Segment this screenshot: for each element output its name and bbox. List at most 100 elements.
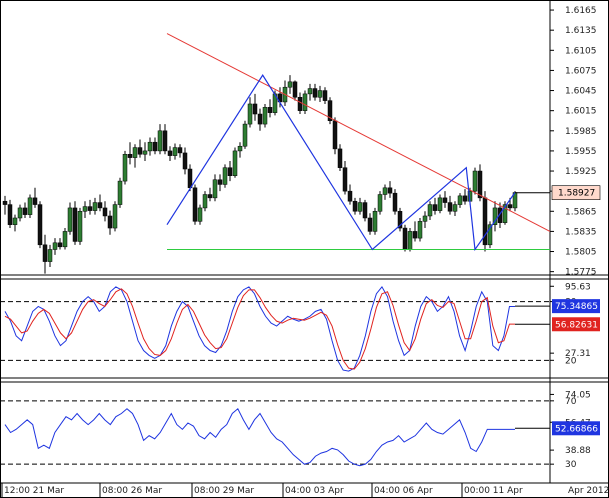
candle-body [47, 249, 53, 262]
candle-body [322, 90, 328, 101]
price-tick-label: 1.6135 [565, 26, 597, 36]
price-tick-label: 1.5925 [565, 167, 597, 177]
candle-body [327, 100, 333, 121]
time-label: 04:00 03 Apr [285, 486, 344, 496]
price-tick-label: 1.5805 [565, 248, 597, 258]
candle-body [307, 88, 313, 95]
candle-body [392, 192, 398, 212]
candle-body [142, 150, 148, 155]
stoch-tick-label: 95.63 [565, 282, 591, 292]
candle-body [297, 97, 303, 111]
candle-body [182, 152, 188, 170]
candle-body [422, 215, 428, 222]
candle-body [242, 123, 248, 147]
candle-body [397, 211, 403, 229]
rsi-tick-label: 74.05 [565, 390, 591, 400]
candle-body [72, 207, 78, 242]
candle-body [412, 231, 418, 239]
rsi-line [4, 407, 515, 467]
stoch-main-value: 75.34865 [555, 302, 598, 312]
candle-body [7, 204, 13, 225]
candle-body [187, 168, 193, 189]
candle-body [132, 147, 138, 158]
candle-body [352, 200, 358, 212]
candle-body [312, 88, 318, 98]
time-label: 12:00 21 Mar [4, 486, 64, 496]
rsi-tick-label: 30 [565, 460, 577, 470]
price-tick-label: 1.5985 [565, 127, 597, 137]
stoch-signal-line [4, 288, 515, 370]
current-price-label: 1.58927 [558, 189, 595, 199]
candle-body [337, 148, 343, 168]
resistance-trendline [166, 33, 551, 232]
candle-body [207, 194, 213, 199]
candle-body [332, 120, 338, 150]
candle-body [487, 224, 493, 246]
price-tick-label: 1.5865 [565, 207, 597, 217]
time-label: 04:00 06 Apr [374, 486, 433, 496]
price-pattern-line [166, 74, 516, 252]
price-tick-label: 1.6045 [565, 87, 597, 97]
candle-body [492, 207, 498, 225]
candle-body [217, 179, 223, 185]
price-tick-label: 1.5775 [565, 268, 597, 278]
candle-body [112, 204, 118, 229]
rsi-value-tag [552, 421, 600, 436]
time-label-month: Apr 2012 [568, 486, 609, 496]
candle-body [377, 194, 383, 212]
time-label: 00:00 11 Apr [464, 486, 523, 496]
price-tick-label: 1.6105 [565, 46, 597, 56]
candle-body [197, 207, 203, 222]
candle-body [462, 195, 468, 202]
candle-body [357, 202, 363, 212]
candle-body [127, 154, 133, 158]
candle-body [147, 141, 153, 152]
candle-body [167, 150, 173, 156]
stoch-main-line [4, 286, 515, 372]
candle-body [77, 211, 83, 242]
candle-body [92, 202, 98, 211]
candle-body [442, 197, 448, 203]
candle-body [107, 215, 113, 229]
candle-body [317, 90, 323, 98]
candle-body [2, 200, 8, 205]
candle-body [172, 147, 178, 156]
candle-body [347, 190, 353, 202]
candle-body [407, 231, 413, 250]
price-tick-label: 1.5835 [565, 227, 597, 237]
current-price-tag [551, 185, 601, 201]
candle-body [507, 204, 513, 209]
candle-body [472, 170, 478, 192]
candle-body [22, 207, 28, 215]
candle-body [32, 197, 38, 205]
candle-body [237, 145, 243, 152]
candle-body [402, 227, 408, 250]
candle-body [212, 179, 218, 199]
candle-body [387, 187, 393, 194]
candle-body [247, 103, 253, 125]
candle-body [287, 81, 293, 88]
candle-body [17, 207, 23, 219]
stoch-signal-tag [552, 317, 600, 332]
candle-body [177, 147, 183, 154]
candle-body [67, 207, 73, 232]
candle-body [432, 204, 438, 211]
candle-body [452, 204, 458, 212]
candle-body [502, 204, 508, 223]
candle-body [457, 195, 463, 205]
candle-body [417, 221, 423, 239]
candle-body [342, 167, 348, 192]
candle-body [117, 180, 123, 205]
candle-body [52, 242, 58, 250]
candle-body [87, 206, 93, 211]
candle-body [262, 107, 268, 125]
candle-body [102, 207, 108, 217]
price-tick-label: 1.6075 [565, 66, 597, 76]
stoch-signal-value: 56.82631 [555, 320, 598, 330]
candle-body [447, 202, 453, 212]
candle-body [157, 130, 163, 152]
candle-body [362, 202, 368, 219]
